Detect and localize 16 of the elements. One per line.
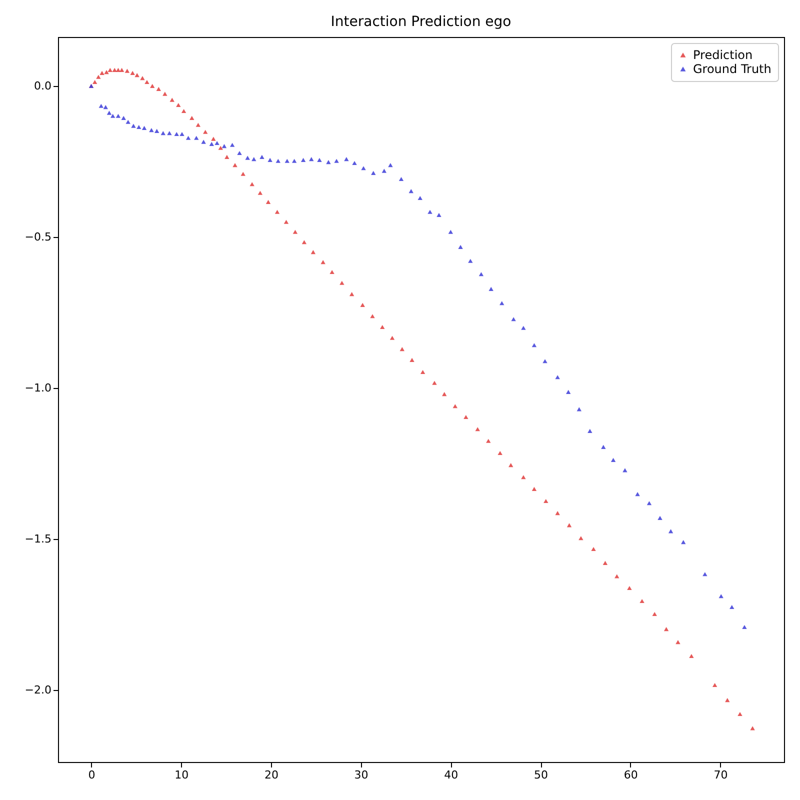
y-tick-label: −0.5 bbox=[24, 230, 52, 244]
y-tick-label: −1.5 bbox=[24, 532, 52, 546]
x-tick-label: 0 bbox=[88, 768, 96, 782]
x-tick-label: 30 bbox=[354, 768, 368, 782]
x-tick-label: 10 bbox=[174, 768, 189, 782]
y-tick-label: −2.0 bbox=[24, 684, 52, 697]
x-tick-label: 50 bbox=[534, 768, 548, 782]
legend-label: Ground Truth bbox=[693, 62, 772, 76]
legend-label: Prediction bbox=[693, 48, 753, 62]
x-tick-label: 20 bbox=[264, 768, 278, 782]
chart-title: Interaction Prediction ego bbox=[330, 14, 512, 30]
x-tick-label: 60 bbox=[624, 768, 638, 782]
x-tick-label: 40 bbox=[444, 768, 458, 782]
y-tick-label: 0.0 bbox=[34, 79, 52, 92]
y-tick-label: −1.0 bbox=[24, 382, 52, 395]
x-tick-label: 70 bbox=[714, 768, 728, 782]
